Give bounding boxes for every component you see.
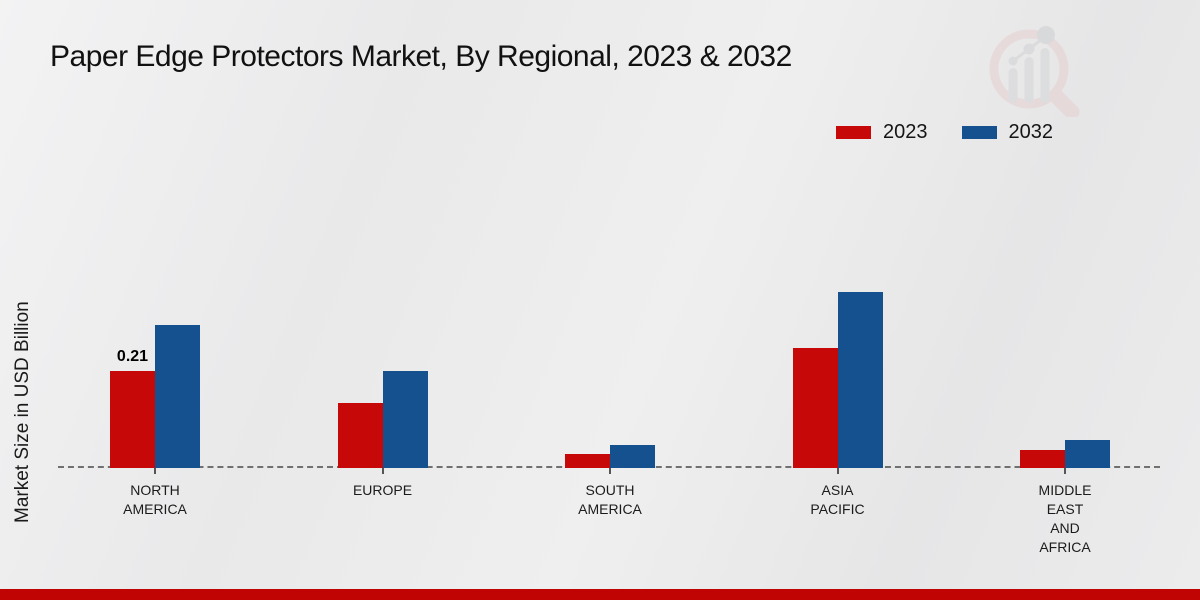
bar-2032-north-america (155, 325, 200, 468)
chart-title: Paper Edge Protectors Market, By Regiona… (50, 40, 792, 73)
footer-accent-bar (0, 589, 1200, 600)
bar-2032-south-america (610, 445, 655, 468)
bar-2032-middle-east-and-africa (1065, 440, 1110, 468)
bar-2023-asia-pacific (792, 348, 838, 468)
x-axis-label-north-america: NORTH AMERICA (123, 482, 187, 517)
magnifier-bar-chart-logo-icon (989, 26, 1080, 117)
bar-2032-europe (382, 371, 428, 468)
bar-2032-asia-pacific (837, 292, 883, 468)
x-axis-tick (1064, 468, 1066, 474)
x-axis-tick (381, 468, 384, 474)
legend-swatch-2032-icon (961, 126, 997, 139)
legend-label-2032: 2032 (1008, 121, 1054, 143)
bar-value-label: 0.21 (116, 348, 149, 365)
legend: 2023 2032 (836, 121, 1053, 144)
x-axis-tick (609, 468, 611, 474)
x-axis-label-middle-east-and-africa: MIDDLE EAST AND AFRICA (1038, 482, 1092, 555)
x-axis-label-europe: EUROPE (352, 482, 413, 498)
legend-item-2023: 2023 (836, 121, 928, 144)
legend-label-2023: 2023 (883, 121, 928, 143)
x-axis-label-asia-pacific: ASIA PACIFIC (810, 482, 865, 517)
x-axis-tick (836, 468, 839, 474)
bar-2023-middle-east-and-africa (1020, 450, 1065, 468)
bar-2023-europe (337, 403, 383, 468)
bar-2023-south-america (565, 454, 610, 468)
legend-item-2032: 2032 (961, 121, 1054, 144)
bar-2023-north-america (110, 371, 155, 468)
legend-swatch-2023-icon (836, 126, 871, 139)
x-axis-tick (154, 468, 156, 474)
x-axis-label-south-america: SOUTH AMERICA (578, 482, 642, 517)
